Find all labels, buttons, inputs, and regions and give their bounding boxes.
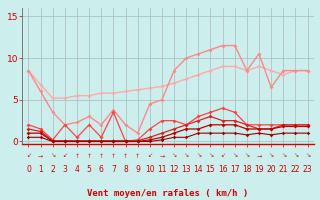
Text: 22: 22 <box>291 166 300 174</box>
Text: 16: 16 <box>218 166 228 174</box>
Text: 17: 17 <box>230 166 240 174</box>
Text: ↑: ↑ <box>123 154 128 158</box>
Text: ↑: ↑ <box>99 154 104 158</box>
Text: 23: 23 <box>303 166 312 174</box>
Text: ↘: ↘ <box>50 154 55 158</box>
Text: ↘: ↘ <box>184 154 189 158</box>
Text: 9: 9 <box>135 166 140 174</box>
Text: ↑: ↑ <box>74 154 80 158</box>
Text: 21: 21 <box>278 166 288 174</box>
Text: 4: 4 <box>75 166 79 174</box>
Text: 1: 1 <box>38 166 43 174</box>
Text: 19: 19 <box>254 166 264 174</box>
Text: ↑: ↑ <box>135 154 140 158</box>
Text: 14: 14 <box>194 166 203 174</box>
Text: ↘: ↘ <box>244 154 250 158</box>
Text: 8: 8 <box>123 166 128 174</box>
Text: ↘: ↘ <box>172 154 177 158</box>
Text: ↘: ↘ <box>305 154 310 158</box>
Text: 15: 15 <box>206 166 215 174</box>
Text: →: → <box>256 154 262 158</box>
Text: 18: 18 <box>242 166 252 174</box>
Text: 10: 10 <box>145 166 155 174</box>
Text: →: → <box>159 154 164 158</box>
Text: ↘: ↘ <box>268 154 274 158</box>
Text: →: → <box>38 154 43 158</box>
Text: 2: 2 <box>50 166 55 174</box>
Text: 13: 13 <box>181 166 191 174</box>
Text: ↘: ↘ <box>281 154 286 158</box>
Text: ↘: ↘ <box>208 154 213 158</box>
Text: 7: 7 <box>111 166 116 174</box>
Text: 12: 12 <box>169 166 179 174</box>
Text: ↘: ↘ <box>293 154 298 158</box>
Text: Vent moyen/en rafales ( km/h ): Vent moyen/en rafales ( km/h ) <box>87 189 249 198</box>
Text: 0: 0 <box>26 166 31 174</box>
Text: ↙: ↙ <box>220 154 225 158</box>
Text: ↙: ↙ <box>62 154 68 158</box>
Text: 20: 20 <box>266 166 276 174</box>
Text: 11: 11 <box>157 166 167 174</box>
Text: ↙: ↙ <box>26 154 31 158</box>
Text: ↘: ↘ <box>232 154 237 158</box>
Text: 6: 6 <box>99 166 104 174</box>
Text: ↘: ↘ <box>196 154 201 158</box>
Text: 3: 3 <box>62 166 67 174</box>
Text: ↑: ↑ <box>111 154 116 158</box>
Text: ↙: ↙ <box>147 154 152 158</box>
Text: 5: 5 <box>87 166 92 174</box>
Text: ↑: ↑ <box>86 154 92 158</box>
